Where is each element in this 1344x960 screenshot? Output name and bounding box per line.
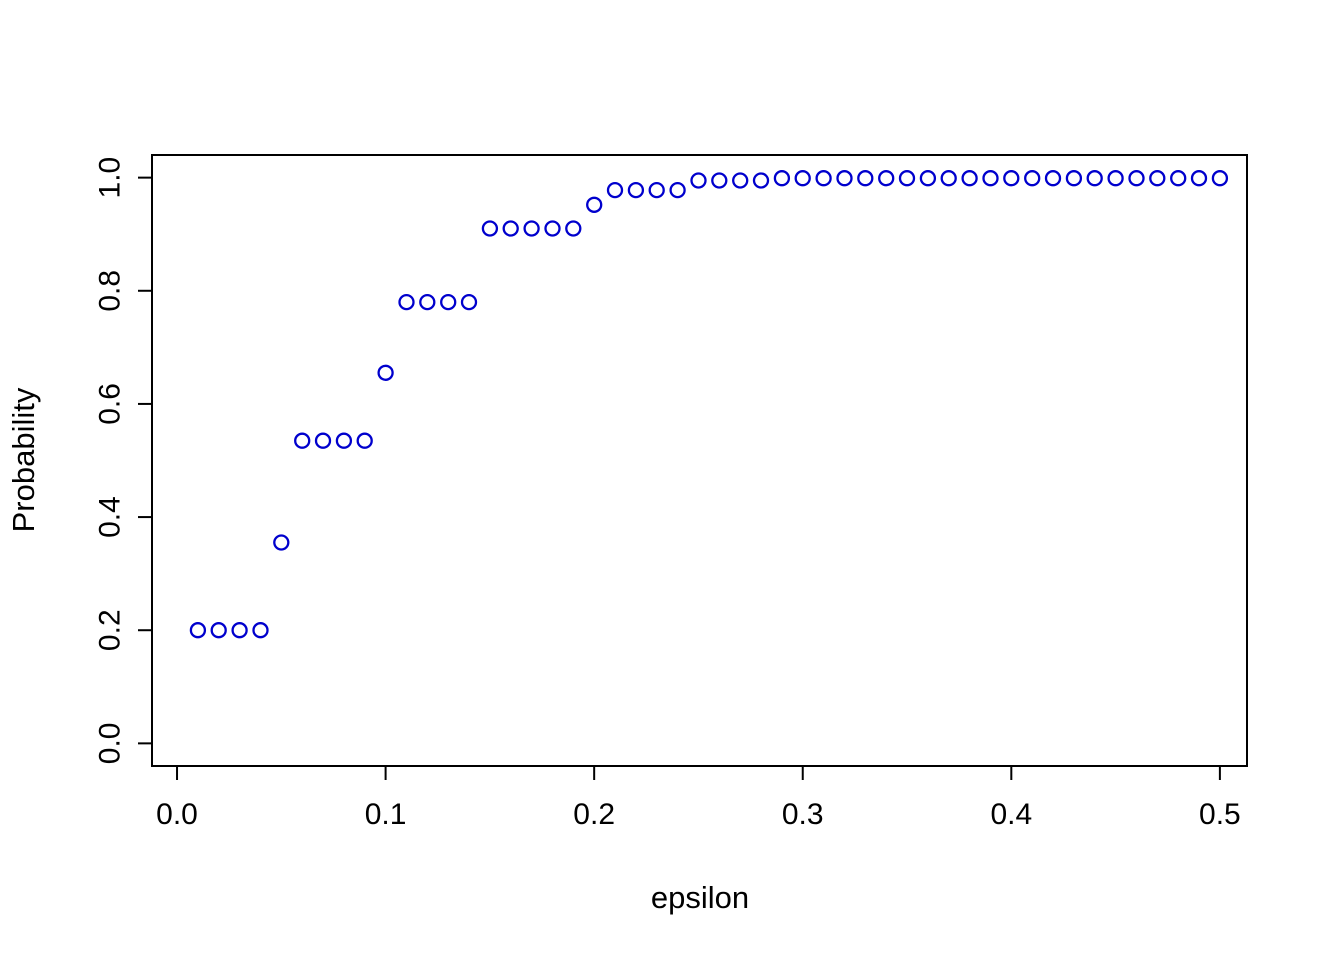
data-point	[982, 170, 999, 187]
data-point	[231, 622, 248, 639]
data-point	[440, 293, 457, 311]
data-point	[919, 170, 937, 187]
x-tick-label: 0.4	[990, 798, 1032, 831]
data-point	[1086, 170, 1103, 187]
x-axis-title: epsilon	[651, 880, 749, 915]
y-tick-label: 0.6	[94, 383, 127, 425]
y-axis-title: Probability	[6, 387, 41, 532]
data-point	[419, 293, 436, 311]
data-point	[1107, 170, 1124, 187]
x-tick-label: 0.2	[573, 798, 615, 831]
data-point	[961, 170, 978, 187]
data-point	[857, 170, 874, 187]
data-point	[1024, 170, 1041, 187]
data-point	[815, 170, 832, 187]
data-point	[273, 534, 290, 551]
data-point	[1170, 170, 1187, 187]
y-tick-label: 0.0	[94, 723, 127, 765]
data-point	[565, 220, 582, 237]
y-tick-label: 0.4	[94, 496, 127, 538]
data-point	[377, 364, 394, 381]
data-point	[711, 172, 728, 189]
data-point	[794, 170, 811, 187]
data-point	[398, 293, 415, 311]
data-point	[690, 172, 707, 189]
data-point	[648, 181, 665, 199]
y-tick-label: 1.0	[94, 157, 127, 199]
data-point	[481, 220, 499, 237]
data-point	[335, 432, 353, 449]
y-axis-ticks: 0.0 0.2 0.4 0.6 0.8 1.0	[94, 157, 152, 765]
data-point	[314, 432, 332, 449]
plot-box	[151, 154, 1248, 767]
data-point	[878, 170, 895, 187]
data-point	[544, 220, 561, 237]
x-tick-label: 0.3	[782, 798, 824, 831]
data-point	[669, 181, 686, 199]
data-point	[773, 170, 791, 187]
data-point	[940, 170, 957, 187]
x-tick-label: 0.0	[156, 798, 198, 831]
y-tick-label: 0.2	[94, 609, 127, 651]
data-point	[1003, 170, 1020, 187]
data-point	[356, 432, 373, 449]
x-tick-label: 0.1	[365, 798, 407, 831]
data-point	[460, 293, 478, 311]
data-point	[1065, 170, 1083, 187]
data-point	[1044, 170, 1062, 187]
data-point	[752, 172, 770, 189]
x-axis-ticks: 0.0 0.1 0.2 0.3 0.4 0.5	[156, 766, 1241, 831]
data-point	[294, 432, 311, 449]
data-point	[523, 220, 540, 237]
data-point	[627, 181, 645, 199]
data-point	[252, 622, 269, 639]
x-tick-label: 0.5	[1199, 798, 1241, 831]
data-point	[732, 172, 749, 189]
data-points	[189, 170, 1229, 639]
y-tick-label: 0.8	[94, 270, 127, 312]
data-point	[1128, 170, 1145, 187]
data-point	[210, 622, 227, 639]
data-point	[606, 181, 624, 199]
data-point	[586, 196, 603, 213]
data-point	[189, 622, 207, 639]
data-point	[1149, 170, 1166, 187]
data-point	[898, 170, 916, 187]
data-point	[1190, 170, 1208, 187]
data-point	[1211, 170, 1229, 187]
data-point	[502, 220, 519, 237]
data-point	[836, 170, 853, 187]
